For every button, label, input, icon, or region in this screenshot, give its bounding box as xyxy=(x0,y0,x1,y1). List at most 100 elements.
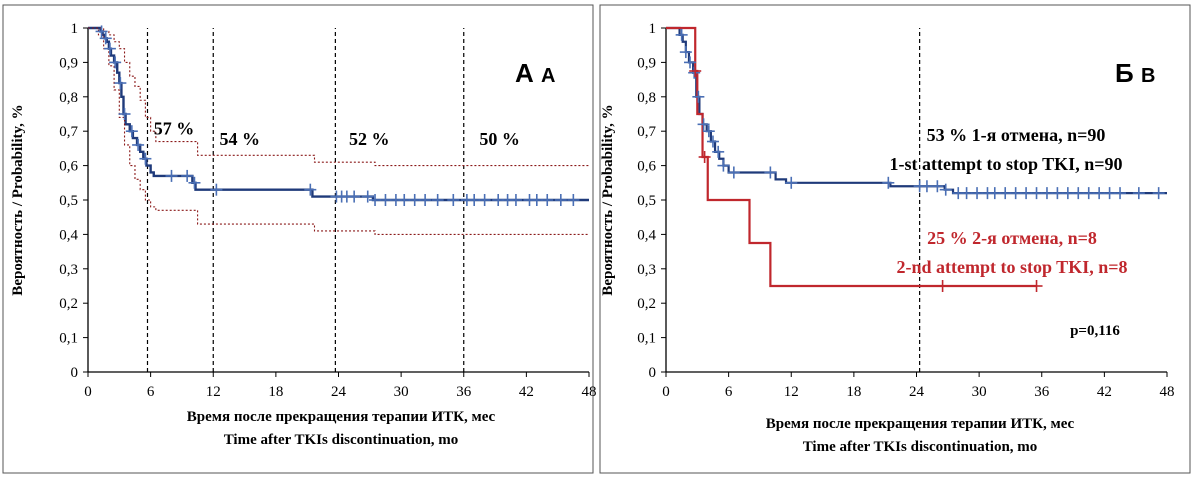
y-tick-label: 0,5 xyxy=(59,193,78,209)
censor-mark xyxy=(118,108,131,120)
censor-mark xyxy=(684,56,697,69)
legend-second-line2: 2-nd attempt to stop TKI, n=8 xyxy=(897,257,1128,277)
x-tick-label: 12 xyxy=(784,384,799,400)
censor-mark xyxy=(139,152,152,165)
censor-mark xyxy=(125,125,138,138)
censor-mark xyxy=(530,194,543,206)
x-tick-label: 6 xyxy=(147,384,155,400)
x-tick-label: 30 xyxy=(972,384,987,400)
y-tick-label: 0,4 xyxy=(637,227,656,243)
censor-mark xyxy=(679,46,692,59)
censor-mark xyxy=(1103,187,1116,200)
confidence-band-line xyxy=(88,27,589,167)
censor-mark xyxy=(1061,187,1074,200)
censor-mark xyxy=(1030,187,1043,200)
percent-annotation: 52 % xyxy=(349,129,390,149)
y-tick-label: 0,6 xyxy=(59,159,78,175)
censor-mark xyxy=(1152,187,1165,200)
censor-mark xyxy=(692,90,705,103)
censor-mark xyxy=(541,194,554,206)
censor-mark xyxy=(1020,187,1033,200)
censor-mark xyxy=(447,194,460,206)
censor-mark xyxy=(698,151,711,163)
y-tick-label: 1 xyxy=(649,21,657,37)
censor-mark xyxy=(702,125,715,138)
y-tick-label: 0 xyxy=(71,365,79,381)
censor-mark xyxy=(920,180,933,193)
panel-a-xlabel-ru: Время после прекращения терапии ИТК, мес xyxy=(187,409,496,425)
censor-mark xyxy=(988,187,1001,200)
x-tick-label: 18 xyxy=(268,384,283,400)
panel-b-letter-sub: B xyxy=(1141,65,1155,87)
y-tick-label: 0,8 xyxy=(59,90,78,106)
x-tick-label: 0 xyxy=(662,384,670,400)
y-tick-label: 0,2 xyxy=(637,296,656,312)
x-tick-label: 48 xyxy=(1160,384,1175,400)
censor-mark xyxy=(936,280,949,292)
x-tick-label: 36 xyxy=(456,384,472,400)
y-tick-label: 0,9 xyxy=(59,55,78,71)
censor-mark xyxy=(785,176,798,189)
p-value: p=0,116 xyxy=(1070,323,1120,339)
censor-mark xyxy=(931,180,944,193)
x-tick-label: 24 xyxy=(909,384,925,400)
censor-mark xyxy=(764,166,777,179)
censor-mark xyxy=(712,145,725,158)
censor-mark xyxy=(1082,187,1095,200)
percent-annotation: 57 % xyxy=(154,119,195,139)
x-tick-label: 30 xyxy=(394,384,409,400)
censor-mark xyxy=(939,183,952,196)
y-tick-label: 0,6 xyxy=(637,159,656,175)
censor-mark xyxy=(1093,187,1106,200)
censor-mark xyxy=(408,194,421,206)
panel-a-border xyxy=(2,4,594,474)
percent-annotation: 54 % xyxy=(220,129,261,149)
censor-mark xyxy=(361,190,374,203)
censor-mark xyxy=(132,138,145,151)
panel-a: 0 6 12 18 24 30 36 42 48 0 0,1 0,2 0,3 0,4 0,5 0,6 0,7 0,… xyxy=(2,4,597,474)
censor-mark xyxy=(689,65,702,77)
censor-mark xyxy=(369,194,382,206)
x-tick-label: 0 xyxy=(84,384,92,400)
censor-mark xyxy=(95,25,108,38)
censor-mark xyxy=(554,194,567,206)
censor-mark xyxy=(697,118,710,131)
censor-mark xyxy=(165,169,178,182)
censor-mark xyxy=(188,176,201,189)
censor-mark xyxy=(1030,280,1043,292)
censor-mark xyxy=(1072,187,1085,200)
panel-a-ylabel: Вероятность / Probability, % xyxy=(10,104,26,295)
censor-mark xyxy=(478,194,491,206)
censor-mark xyxy=(999,187,1012,200)
censor-mark xyxy=(675,28,688,41)
panel-b-xlabel-en: Time after TKIs discontinuation, mo xyxy=(803,439,1038,455)
censor-mark xyxy=(419,194,432,206)
y-tick-label: 0,9 xyxy=(637,55,656,71)
y-tick-label: 0,7 xyxy=(59,124,78,140)
censor-mark xyxy=(114,77,127,90)
panel-a-letter-sub: A xyxy=(541,65,555,87)
censor-mark xyxy=(99,32,112,45)
censor-mark xyxy=(181,169,194,182)
panel-a-letter-main: А xyxy=(515,58,534,88)
censor-mark xyxy=(706,135,719,148)
legend-first-line2: 1-st attempt to stop TKI, n=90 xyxy=(890,154,1123,174)
censor-mark xyxy=(960,187,973,200)
legend-first-line1: 53 % 1-я отмена, n=90 xyxy=(927,125,1106,145)
percent-annotation: 50 % xyxy=(479,129,520,149)
censor-mark xyxy=(103,42,116,55)
y-tick-label: 0,7 xyxy=(637,124,656,140)
x-tick-label: 6 xyxy=(725,384,733,400)
survival-curve xyxy=(88,26,589,202)
censor-mark xyxy=(1040,187,1053,200)
censor-mark xyxy=(1114,187,1127,200)
censor-mark xyxy=(398,194,411,206)
x-tick-label: 12 xyxy=(206,384,221,400)
censor-mark xyxy=(379,194,392,206)
y-tick-label: 0,1 xyxy=(59,331,78,347)
y-tick-label: 0,4 xyxy=(59,227,78,243)
censor-mark xyxy=(304,183,317,196)
censor-mark xyxy=(688,66,701,79)
x-tick-label: 42 xyxy=(519,384,534,400)
